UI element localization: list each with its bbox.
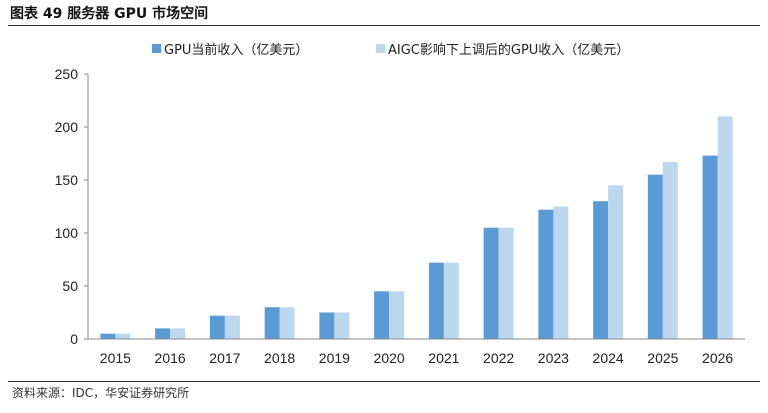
x-tick-label: 2020 [374, 350, 405, 366]
x-tick-label: 2017 [209, 350, 240, 366]
legend-item-adjusted: AIGC影响下上调后的GPU收入（亿美元） [376, 39, 629, 58]
legend-item-current: GPU当前收入（亿美元） [152, 39, 308, 58]
bar-current-2023 [538, 209, 554, 339]
x-tick-label: 2022 [483, 350, 514, 366]
bar-current-2020 [374, 291, 390, 339]
bar-current-2025 [647, 174, 663, 339]
y-tick-label: 0 [70, 331, 78, 347]
x-tick-label: 2018 [264, 350, 295, 366]
bar-current-2017 [209, 315, 225, 339]
bar-adjusted-2021 [443, 262, 459, 339]
figure-title: 图表 49 服务器 GPU 市场空间 [10, 6, 209, 22]
x-tick-label: 2021 [428, 350, 459, 366]
bar-adjusted-2024 [608, 185, 624, 339]
x-tick-label: 2026 [702, 350, 733, 366]
bar-current-2015 [100, 333, 116, 339]
bar-current-2022 [483, 227, 499, 339]
bar-adjusted-2023 [553, 206, 569, 339]
bar-adjusted-2022 [498, 227, 514, 339]
y-tick-label: 250 [55, 66, 79, 82]
legend-label-current: GPU当前收入（亿美元） [164, 43, 309, 58]
bar-adjusted-2016 [170, 328, 186, 339]
bar-current-2016 [155, 328, 171, 339]
y-tick-label: 100 [55, 225, 79, 241]
legend-swatch-current [152, 44, 161, 53]
y-tick-label: 150 [55, 172, 79, 188]
legend-label-adjusted: AIGC影响下上调后的GPU收入（亿美元） [388, 43, 630, 58]
x-tick-label: 2023 [538, 350, 569, 366]
bar-adjusted-2018 [279, 307, 295, 339]
x-tick-label: 2016 [155, 350, 186, 366]
bar-current-2024 [593, 201, 609, 339]
bar-current-2019 [319, 312, 335, 339]
legend-swatch-adjusted [376, 44, 385, 53]
bar-current-2018 [264, 307, 280, 339]
x-tick-label: 2019 [319, 350, 350, 366]
bar-adjusted-2019 [334, 312, 350, 339]
bar-adjusted-2020 [389, 291, 405, 339]
bar-adjusted-2026 [717, 116, 733, 340]
bar-adjusted-2017 [224, 315, 240, 339]
bar-adjusted-2015 [115, 333, 131, 339]
y-tick-label: 50 [62, 278, 78, 294]
bar-current-2021 [428, 262, 444, 339]
x-tick-label: 2015 [100, 350, 131, 366]
bar-adjusted-2025 [662, 161, 678, 339]
x-tick-label: 2024 [593, 350, 624, 366]
source-rule [8, 381, 760, 382]
x-tick-label: 2025 [647, 350, 678, 366]
title-rule [8, 25, 760, 26]
source-note: 资料来源：IDC，华安证券研究所 [12, 386, 190, 400]
bar-current-2026 [702, 155, 718, 339]
chart-legend: GPU当前收入（亿美元） AIGC影响下上调后的GPU收入（亿美元） [0, 39, 768, 59]
y-tick-label: 200 [55, 119, 79, 135]
